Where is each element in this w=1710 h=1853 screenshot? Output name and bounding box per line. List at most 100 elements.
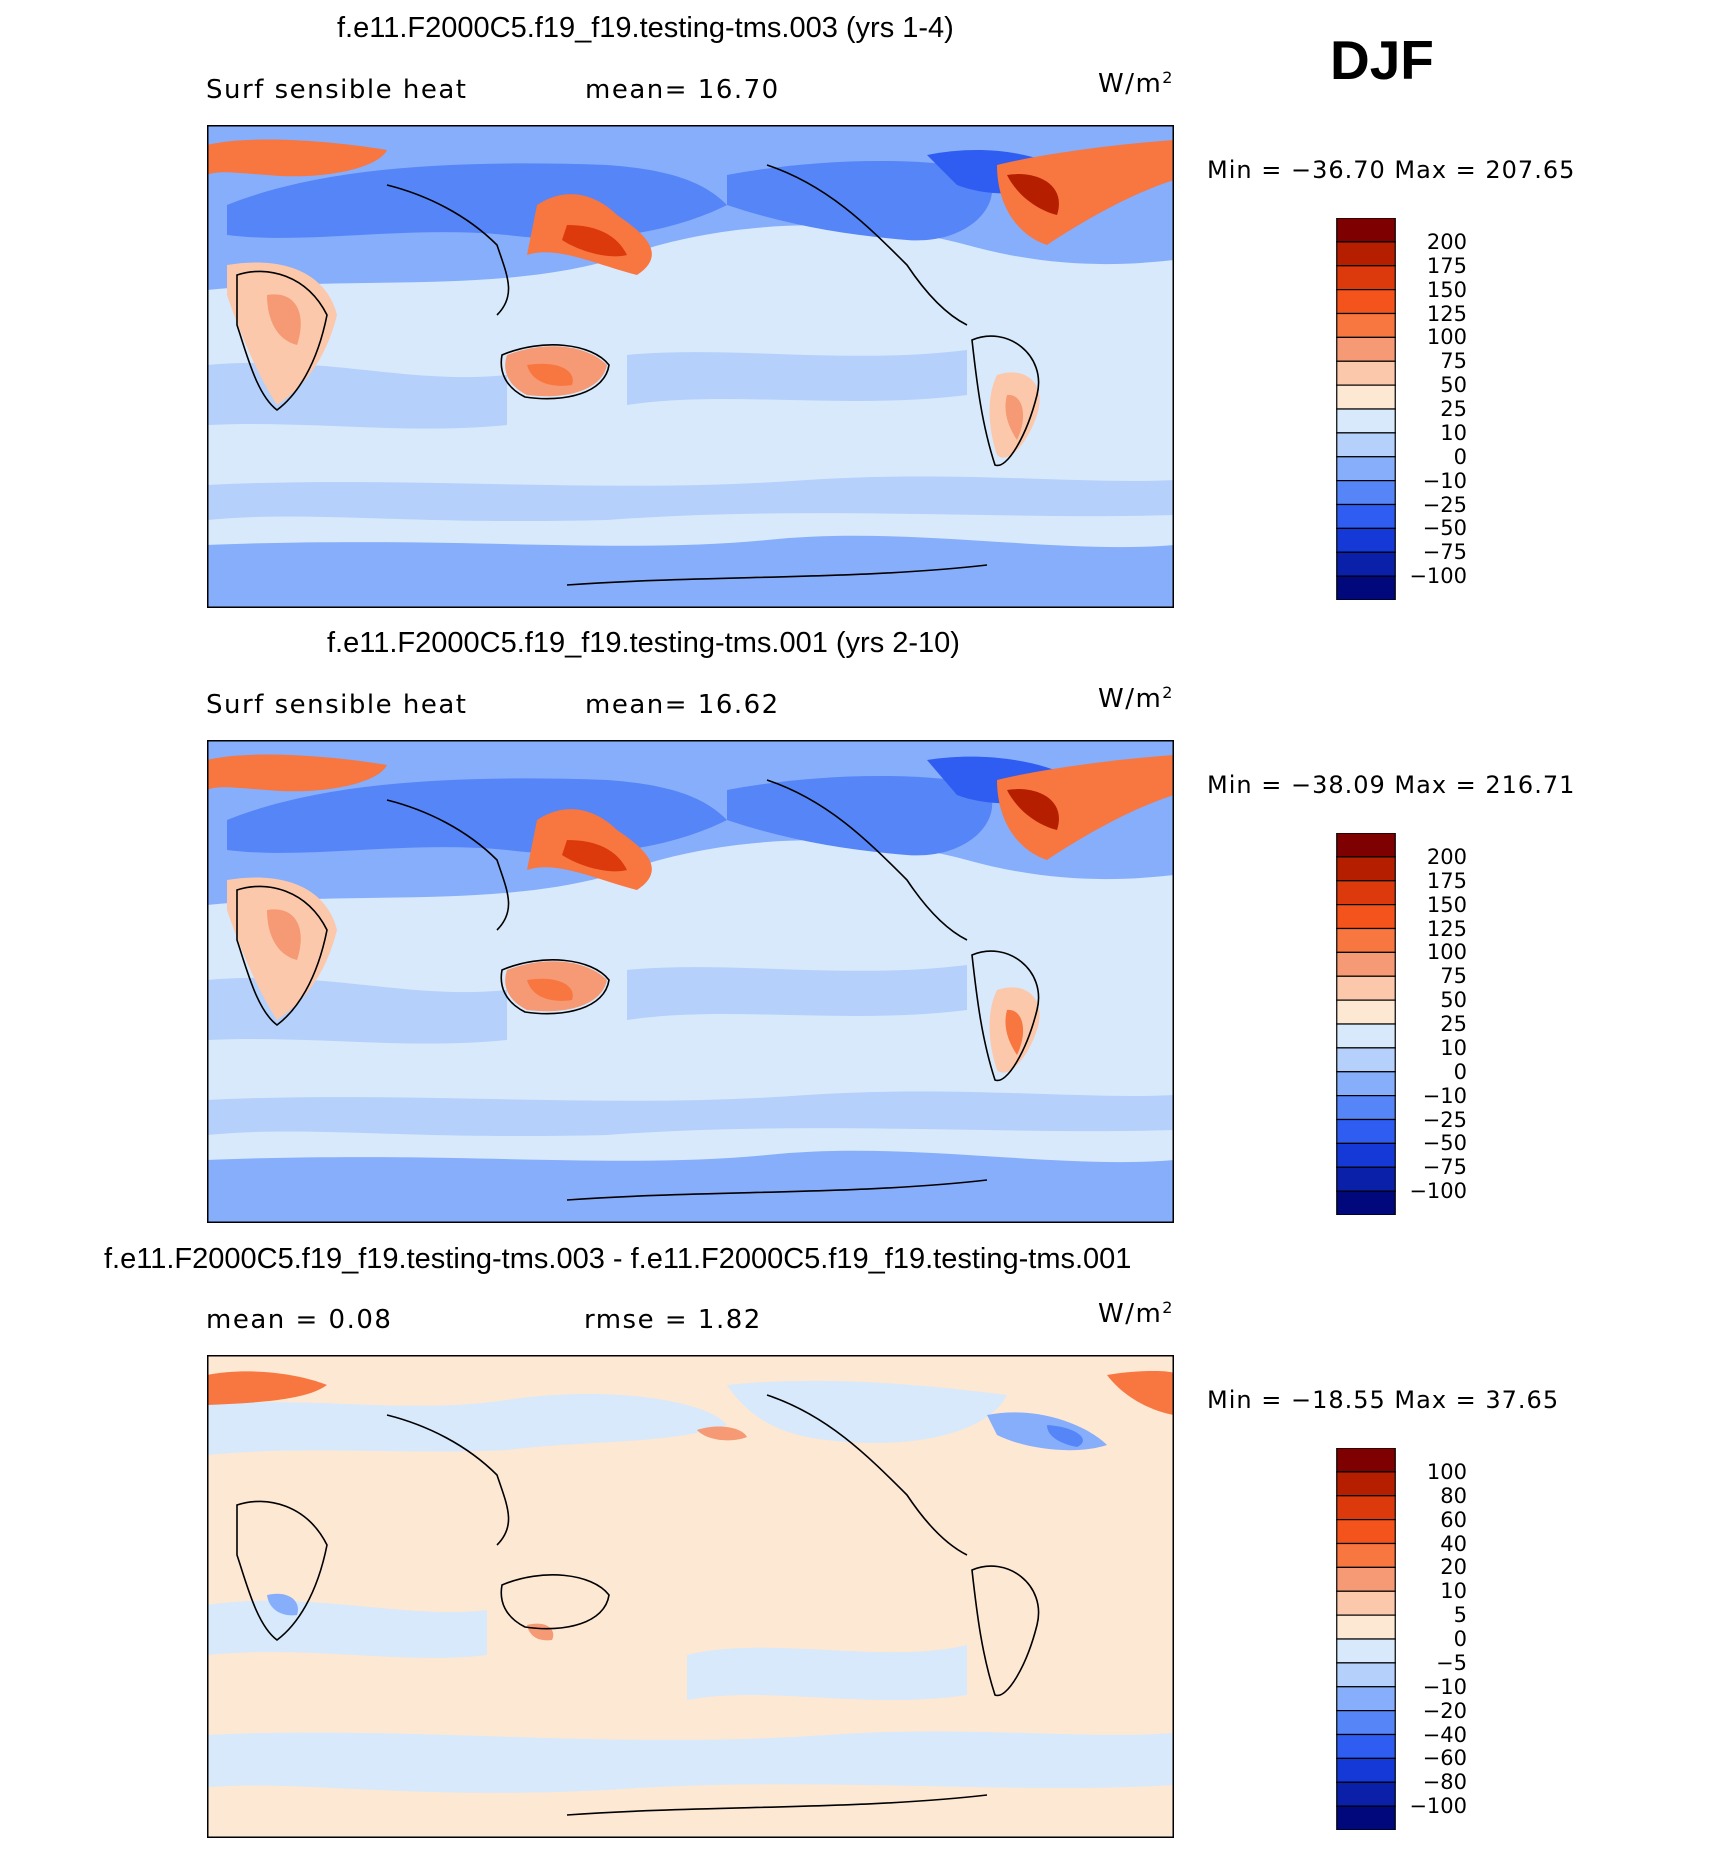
- colorbar-1-swatch: [1336, 241, 1396, 267]
- colorbar-3-swatch: [1336, 1805, 1396, 1830]
- colorbar-3-tick-label: 0: [1453, 1627, 1467, 1651]
- colorbar-1-tick-label: −100: [1409, 564, 1467, 589]
- colorbar-3-tick-label: −40: [1422, 1722, 1467, 1747]
- colorbar-1-swatch: [1336, 551, 1396, 577]
- colorbar-2-swatch: [1336, 1166, 1396, 1192]
- season-label: DJF: [1330, 29, 1434, 91]
- colorbar-2-swatch: [1336, 833, 1396, 858]
- colorbar-2-tick-label: 25: [1440, 1012, 1467, 1036]
- colorbar-2-tick-label: 0: [1453, 1059, 1467, 1084]
- colorbar-3-swatch: [1336, 1614, 1396, 1640]
- colorbar-1-swatch: [1336, 360, 1396, 386]
- colorbar-3-tick-label: 5: [1453, 1603, 1467, 1628]
- colorbar-1-tick-label: −75: [1422, 540, 1467, 565]
- colorbar-3-swatch: [1336, 1686, 1396, 1712]
- colorbar-2-tick-label: −100: [1409, 1179, 1467, 1204]
- panel-3-mean-label: mean = 0.08: [206, 1305, 393, 1335]
- panel-2-variable-label: Surf sensible heat: [206, 690, 468, 720]
- panel-1-min-max: Min = −36.70 Max = 207.65: [1207, 156, 1576, 184]
- colorbar-1-swatch: [1336, 408, 1396, 434]
- colorbar-1-swatch: [1336, 527, 1396, 553]
- colorbar-2-swatch: [1336, 951, 1396, 977]
- colorbar-3-swatch: [1336, 1566, 1396, 1592]
- panel-2-units: W/m2: [1098, 683, 1174, 714]
- colorbar-3-tick-label: 10: [1440, 1579, 1467, 1604]
- colorbar-1-tick-label: −50: [1422, 516, 1467, 541]
- colorbar-3-swatch: [1336, 1781, 1396, 1807]
- colorbar-3-tick-label: −20: [1422, 1698, 1467, 1723]
- colorbar-2-swatch: [1336, 1142, 1396, 1168]
- panel-1-map: [207, 125, 1174, 608]
- colorbar-3-swatch: [1336, 1519, 1396, 1545]
- colorbar-2-swatch: [1336, 1190, 1396, 1215]
- colorbar-2-swatch: [1336, 927, 1396, 953]
- panel-1-units: W/m2: [1098, 68, 1174, 99]
- colorbar-3-tick-label: −60: [1422, 1746, 1467, 1771]
- colorbar-3-tick-label: 60: [1440, 1507, 1467, 1532]
- colorbar-1-swatch: [1336, 218, 1396, 243]
- panel-1-variable-label: Surf sensible heat: [206, 75, 468, 105]
- colorbar-3-swatch: [1336, 1590, 1396, 1616]
- colorbar-2-tick-label: 125: [1426, 916, 1467, 941]
- colorbar-2-tick-label: −50: [1422, 1131, 1467, 1156]
- colorbar-1-swatch: [1336, 336, 1396, 362]
- colorbar-2-tick-label: 100: [1426, 940, 1467, 965]
- colorbar-3-swatch: [1336, 1757, 1396, 1783]
- colorbar-2-swatch: [1336, 904, 1396, 930]
- panel-3-min-max: Min = −18.55 Max = 37.65: [1207, 1386, 1560, 1414]
- panel-1-mean-label: mean= 16.70: [585, 75, 780, 105]
- colorbar-3-tick-label: −10: [1422, 1674, 1467, 1699]
- colorbar-1-swatch: [1336, 289, 1396, 315]
- colorbar-1-swatch: [1336, 312, 1396, 338]
- colorbar-3-swatch: [1336, 1638, 1396, 1664]
- colorbar-2-tick-label: −25: [1422, 1107, 1467, 1132]
- colorbar-3-swatch: [1336, 1542, 1396, 1568]
- colorbar-1-tick-label: 10: [1440, 420, 1467, 445]
- colorbar-2-swatch: [1336, 1095, 1396, 1121]
- colorbar-3-tick-label: −80: [1422, 1770, 1467, 1795]
- colorbar-1-tick-label: 175: [1426, 253, 1467, 278]
- colorbar-1-tick-label: 125: [1426, 301, 1467, 326]
- colorbar-2-tick-label: 175: [1426, 868, 1467, 893]
- colorbar-1-tick-label: 75: [1440, 349, 1467, 374]
- panel-2-min-max: Min = −38.09 Max = 216.71: [1207, 771, 1576, 799]
- colorbar-2-swatch: [1336, 856, 1396, 882]
- colorbar-2-swatch: [1336, 1023, 1396, 1049]
- colorbar-1-tick-label: 200: [1426, 229, 1467, 254]
- colorbar-2-tick-label: 200: [1426, 844, 1467, 869]
- panel-3-units: W/m2: [1098, 1298, 1174, 1329]
- colorbar-2-tick-label: 75: [1440, 964, 1467, 989]
- colorbar-3-swatch: [1336, 1733, 1396, 1759]
- colorbar-3-swatch: [1336, 1471, 1396, 1497]
- colorbar-2-swatch: [1336, 1047, 1396, 1073]
- panel-2-title: f.e11.F2000C5.f19_f19.testing-tms.001 (y…: [327, 627, 960, 659]
- colorbar-2-swatch: [1336, 999, 1396, 1025]
- colorbar-1-tick-label: 100: [1426, 325, 1467, 350]
- panel-1-title: f.e11.F2000C5.f19_f19.testing-tms.003 (y…: [337, 12, 954, 44]
- colorbar-2-swatch: [1336, 880, 1396, 906]
- colorbar-1-swatch: [1336, 265, 1396, 291]
- panel-2-mean-label: mean= 16.62: [585, 690, 780, 720]
- panel-3-map: [207, 1355, 1174, 1838]
- colorbar-1-tick-label: 50: [1440, 373, 1467, 398]
- colorbar-3-swatch: [1336, 1495, 1396, 1521]
- colorbar-3-tick-label: −5: [1436, 1650, 1467, 1675]
- panel-3-rmse-label: rmse = 1.82: [584, 1305, 762, 1335]
- panel-3-title: f.e11.F2000C5.f19_f19.testing-tms.003 - …: [104, 1243, 1132, 1275]
- colorbar-3-tick-label: 80: [1440, 1483, 1467, 1508]
- colorbar-1-swatch: [1336, 384, 1396, 410]
- colorbar-1-swatch: [1336, 480, 1396, 506]
- panel-3-colorbar: [1336, 1448, 1396, 1830]
- colorbar-3-tick-label: 20: [1440, 1555, 1467, 1580]
- colorbar-3-tick-label: −100: [1409, 1794, 1467, 1819]
- colorbar-2-tick-label: −10: [1422, 1083, 1467, 1108]
- colorbar-1-swatch: [1336, 432, 1396, 458]
- colorbar-1-swatch: [1336, 456, 1396, 482]
- colorbar-2-tick-label: −75: [1422, 1155, 1467, 1180]
- colorbar-3-swatch: [1336, 1710, 1396, 1736]
- colorbar-1-tick-label: −25: [1422, 492, 1467, 517]
- colorbar-3-swatch: [1336, 1662, 1396, 1688]
- colorbar-1-tick-label: 150: [1426, 277, 1467, 302]
- colorbar-2-swatch: [1336, 1071, 1396, 1097]
- panel-2-colorbar: [1336, 833, 1396, 1215]
